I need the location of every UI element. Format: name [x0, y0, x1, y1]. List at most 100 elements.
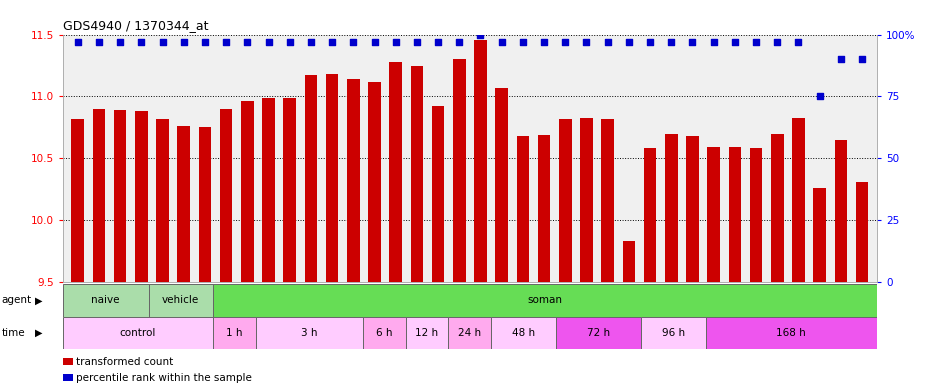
Text: 48 h: 48 h [512, 328, 535, 338]
Bar [729, 147, 741, 282]
Bar [601, 119, 614, 282]
Text: 1 h: 1 h [226, 328, 242, 338]
Bar [411, 66, 424, 282]
Bar [537, 135, 550, 282]
Bar [389, 62, 402, 282]
Bar [63, 358, 73, 366]
Point [664, 39, 679, 45]
Text: 6 h: 6 h [376, 328, 392, 338]
Text: 24 h: 24 h [459, 328, 481, 338]
Bar [453, 59, 465, 282]
Bar [559, 119, 572, 282]
Bar [623, 242, 635, 282]
Point [833, 56, 848, 62]
Point [452, 39, 467, 45]
Bar [644, 149, 657, 282]
Text: agent: agent [2, 295, 32, 306]
Bar [432, 106, 444, 282]
Bar [449, 317, 491, 349]
Text: 12 h: 12 h [415, 328, 438, 338]
Point [685, 39, 700, 45]
Point [431, 39, 446, 45]
Point [367, 39, 382, 45]
Bar [71, 119, 84, 282]
Bar [496, 88, 508, 282]
Point [155, 39, 170, 45]
Point [240, 39, 254, 45]
Bar [475, 40, 487, 282]
Bar [63, 374, 73, 381]
Bar [516, 136, 529, 282]
Bar [580, 118, 593, 282]
Point [622, 39, 636, 45]
Text: ▶: ▶ [35, 295, 43, 306]
Bar [406, 317, 449, 349]
Point [473, 31, 487, 38]
Point [70, 39, 85, 45]
Point [727, 39, 742, 45]
Bar [556, 317, 641, 349]
Text: ▶: ▶ [35, 328, 43, 338]
Bar [304, 75, 317, 282]
Bar [834, 140, 847, 282]
Text: naive: naive [92, 295, 120, 306]
Point [198, 39, 213, 45]
Bar [283, 98, 296, 282]
Text: control: control [119, 328, 156, 338]
Text: percentile rank within the sample: percentile rank within the sample [77, 373, 253, 383]
Bar [641, 317, 706, 349]
Point [177, 39, 191, 45]
Bar [665, 134, 678, 282]
Bar [199, 127, 211, 282]
Bar [213, 284, 877, 317]
Bar [326, 74, 339, 282]
Point [579, 39, 594, 45]
Point [707, 39, 722, 45]
Point [643, 39, 658, 45]
Bar [63, 284, 149, 317]
Bar [363, 317, 406, 349]
Bar [255, 317, 363, 349]
Bar [178, 126, 191, 282]
Point [558, 39, 573, 45]
Bar [149, 284, 213, 317]
Text: GDS4940 / 1370344_at: GDS4940 / 1370344_at [63, 19, 208, 32]
Bar [114, 110, 127, 282]
Point [325, 39, 339, 45]
Bar [156, 119, 169, 282]
Point [770, 39, 784, 45]
Point [113, 39, 128, 45]
Point [303, 39, 318, 45]
Point [812, 93, 827, 99]
Bar [771, 134, 783, 282]
Point [515, 39, 530, 45]
Text: time: time [2, 328, 26, 338]
Point [134, 39, 149, 45]
Point [346, 39, 361, 45]
Text: 168 h: 168 h [776, 328, 806, 338]
Point [261, 39, 276, 45]
Point [282, 39, 297, 45]
Point [748, 39, 763, 45]
Text: 96 h: 96 h [661, 328, 684, 338]
Text: soman: soman [527, 295, 562, 306]
Bar [686, 136, 698, 282]
Point [410, 39, 425, 45]
Text: 72 h: 72 h [586, 328, 610, 338]
Bar [813, 188, 826, 282]
Bar [368, 82, 381, 282]
Text: transformed count: transformed count [77, 357, 174, 367]
Bar [706, 317, 877, 349]
Point [536, 39, 551, 45]
Bar [213, 317, 255, 349]
Point [92, 39, 106, 45]
Point [494, 39, 509, 45]
Point [600, 39, 615, 45]
Bar [856, 182, 869, 282]
Point [218, 39, 233, 45]
Bar [92, 109, 105, 282]
Bar [347, 79, 360, 282]
Bar [240, 101, 253, 282]
Text: vehicle: vehicle [162, 295, 200, 306]
Bar [135, 111, 148, 282]
